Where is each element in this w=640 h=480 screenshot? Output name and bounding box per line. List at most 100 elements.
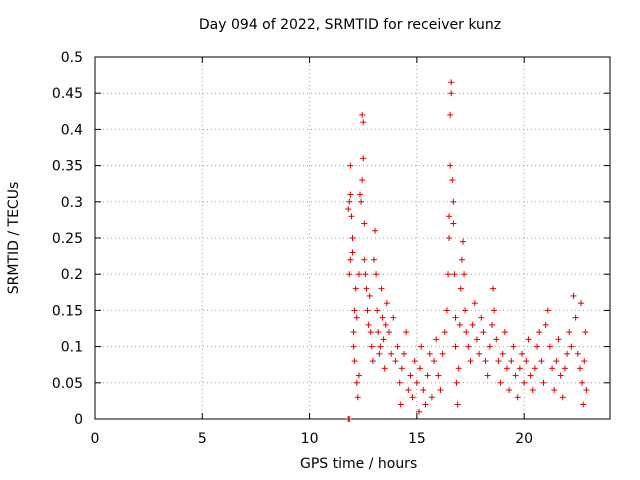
data-point: [355, 271, 362, 278]
data-point: [457, 285, 464, 292]
data-point: [388, 350, 395, 357]
data-point: [566, 329, 573, 336]
data-point: [374, 307, 381, 314]
data-point: [428, 394, 435, 401]
data-point: [416, 408, 423, 415]
y-tick-label: 0.25: [52, 231, 83, 247]
data-point: [409, 394, 416, 401]
data-point: [553, 358, 560, 365]
data-point: [581, 358, 588, 365]
data-point: [397, 401, 404, 408]
data-point: [346, 416, 353, 422]
y-tick-label: 0.15: [52, 303, 83, 319]
data-point: [456, 321, 463, 328]
data-point: [390, 314, 397, 321]
data-point: [349, 235, 356, 241]
data-point: [450, 220, 457, 227]
data-point: [465, 343, 472, 350]
data-point: [433, 336, 440, 343]
data-point: [582, 329, 589, 336]
data-point: [360, 155, 367, 162]
data-point: [561, 365, 568, 372]
data-point: [413, 379, 420, 386]
data-point: [353, 314, 360, 321]
data-point: [403, 329, 410, 336]
data-point: [347, 256, 354, 263]
data-point: [529, 387, 536, 394]
data-point: [450, 198, 457, 205]
data-point: [495, 358, 502, 365]
data-point: [493, 336, 500, 343]
data-point: [347, 162, 354, 169]
data-point: [345, 206, 352, 213]
data-point: [360, 119, 367, 126]
data-point: [576, 365, 583, 372]
data-point: [454, 401, 461, 408]
data-point: [453, 379, 460, 386]
data-point: [407, 372, 414, 379]
data-point: [422, 401, 429, 408]
y-axis-label: SRMTID / TECUs: [6, 181, 22, 295]
data-point: [521, 379, 528, 386]
data-point: [444, 271, 451, 278]
data-point: [443, 307, 450, 314]
data-point: [473, 336, 480, 343]
data-point: [347, 191, 354, 198]
data-point: [447, 111, 454, 118]
data-point: [420, 387, 427, 394]
data-point: [449, 177, 456, 184]
data-point: [375, 329, 382, 336]
data-point: [362, 271, 369, 278]
data-point: [359, 111, 366, 118]
data-point: [462, 307, 469, 314]
data-point: [516, 365, 523, 372]
data-point: [417, 365, 424, 372]
data-point: [369, 358, 376, 365]
data-point: [497, 379, 504, 386]
data-point: [383, 300, 390, 307]
x-tick-label: 15: [408, 431, 426, 447]
data-point: [372, 227, 379, 234]
data-point: [467, 358, 474, 365]
data-point: [354, 394, 361, 401]
data-point: [527, 372, 534, 379]
data-point: [574, 350, 581, 357]
data-point: [551, 387, 558, 394]
data-point: [446, 235, 453, 241]
data-point: [564, 350, 571, 357]
data-point: [486, 343, 493, 350]
data-point: [381, 365, 388, 372]
data-point: [490, 285, 497, 292]
data-point: [448, 79, 455, 86]
y-tick-label: 0.4: [61, 122, 83, 138]
data-point: [544, 307, 551, 314]
data-point: [531, 365, 538, 372]
data-point: [523, 358, 530, 365]
data-point: [469, 321, 476, 328]
data-point: [536, 329, 543, 336]
data-point: [367, 329, 374, 336]
data-point: [359, 177, 366, 184]
y-tick-label: 0: [74, 412, 83, 428]
data-point: [568, 343, 575, 350]
y-tick-label: 0.5: [61, 50, 83, 66]
data-point: [441, 329, 448, 336]
y-tick-label: 0.2: [61, 267, 83, 283]
y-tick-label: 0.3: [61, 195, 83, 211]
data-point: [549, 365, 556, 372]
data-point: [501, 329, 508, 336]
data-point: [455, 365, 462, 372]
data-point: [418, 343, 425, 350]
data-point: [471, 300, 478, 307]
data-point: [411, 358, 418, 365]
data-point: [368, 343, 375, 350]
y-tick-label: 0.45: [52, 86, 83, 102]
chart-title: Day 094 of 2022, SRMTID for receiver kun…: [198, 17, 502, 33]
data-point: [506, 387, 513, 394]
data-point: [476, 350, 483, 357]
data-point: [398, 365, 405, 372]
data-point: [358, 198, 365, 205]
data-point: [484, 372, 491, 379]
data-point: [514, 394, 521, 401]
